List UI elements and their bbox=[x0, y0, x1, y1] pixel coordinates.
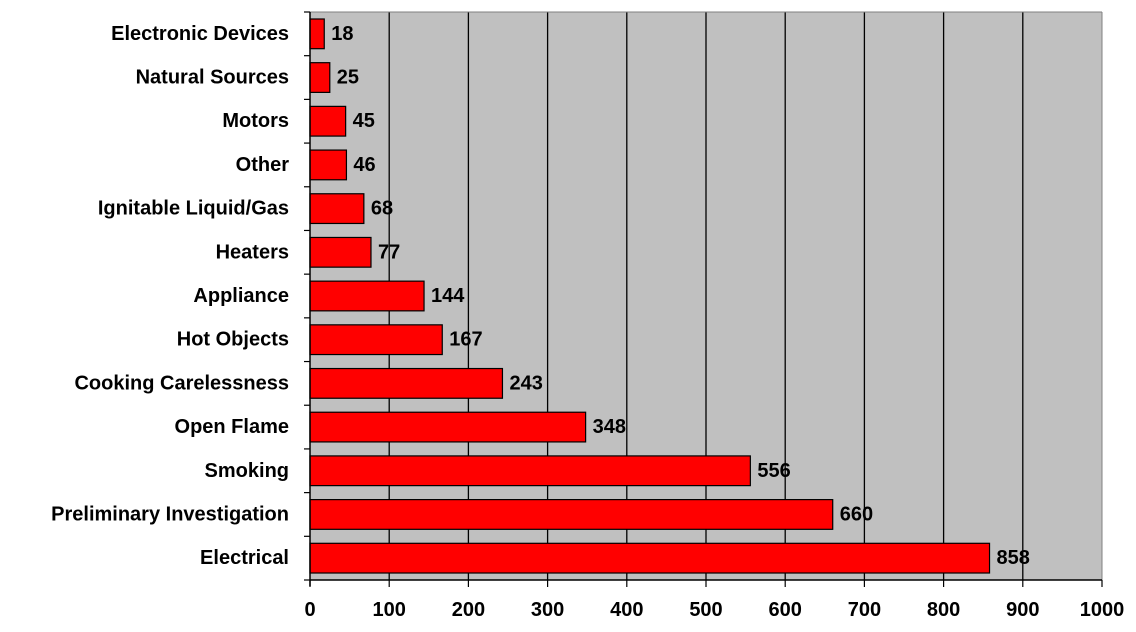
x-tick-label: 0 bbox=[304, 599, 315, 621]
x-tick-label: 800 bbox=[927, 599, 960, 621]
bar bbox=[309, 236, 372, 268]
x-tick-label: 300 bbox=[531, 599, 564, 621]
data-label: 243 bbox=[509, 372, 542, 394]
data-label: 660 bbox=[840, 503, 873, 525]
category-label: Smoking bbox=[205, 460, 289, 482]
bar bbox=[309, 455, 751, 487]
bar bbox=[309, 324, 443, 356]
x-tick-label: 500 bbox=[689, 599, 722, 621]
x-tick-label: 900 bbox=[1006, 599, 1039, 621]
data-label: 858 bbox=[997, 547, 1030, 569]
data-label: 46 bbox=[353, 154, 375, 176]
category-label: Ignitable Liquid/Gas bbox=[98, 198, 289, 220]
data-label: 348 bbox=[593, 416, 626, 438]
category-label: Electrical bbox=[200, 547, 289, 569]
data-label: 167 bbox=[449, 329, 482, 351]
bar bbox=[309, 367, 504, 399]
data-label: 18 bbox=[331, 23, 353, 45]
bar bbox=[309, 105, 347, 137]
bar bbox=[309, 542, 991, 574]
bar bbox=[309, 149, 348, 181]
data-label: 556 bbox=[757, 460, 790, 482]
category-label: Appliance bbox=[193, 285, 289, 307]
category-label: Heaters bbox=[216, 241, 289, 263]
category-label: Cooking Carelessness bbox=[74, 372, 289, 394]
category-label: Hot Objects bbox=[177, 329, 289, 351]
bar bbox=[309, 280, 425, 312]
bar bbox=[309, 193, 365, 225]
bar bbox=[309, 18, 325, 50]
x-tick-label: 700 bbox=[848, 599, 881, 621]
x-tick-label: 400 bbox=[610, 599, 643, 621]
x-tick-label: 200 bbox=[452, 599, 485, 621]
category-label: Motors bbox=[222, 110, 289, 132]
data-label: 45 bbox=[353, 110, 375, 132]
category-label: Other bbox=[236, 154, 290, 176]
data-label: 77 bbox=[378, 241, 400, 263]
category-label: Preliminary Investigation bbox=[51, 503, 289, 525]
data-label: 68 bbox=[371, 198, 393, 220]
bar bbox=[309, 411, 587, 443]
x-tick-label: 100 bbox=[373, 599, 406, 621]
x-tick-label: 600 bbox=[769, 599, 802, 621]
category-label: Electronic Devices bbox=[111, 23, 289, 45]
bar bbox=[309, 499, 834, 530]
bar bbox=[309, 62, 331, 93]
x-tick-label: 1000 bbox=[1080, 599, 1125, 621]
category-label: Natural Sources bbox=[136, 67, 289, 89]
data-label: 25 bbox=[337, 67, 359, 89]
category-label: Open Flame bbox=[175, 416, 289, 438]
data-label: 144 bbox=[431, 285, 465, 307]
